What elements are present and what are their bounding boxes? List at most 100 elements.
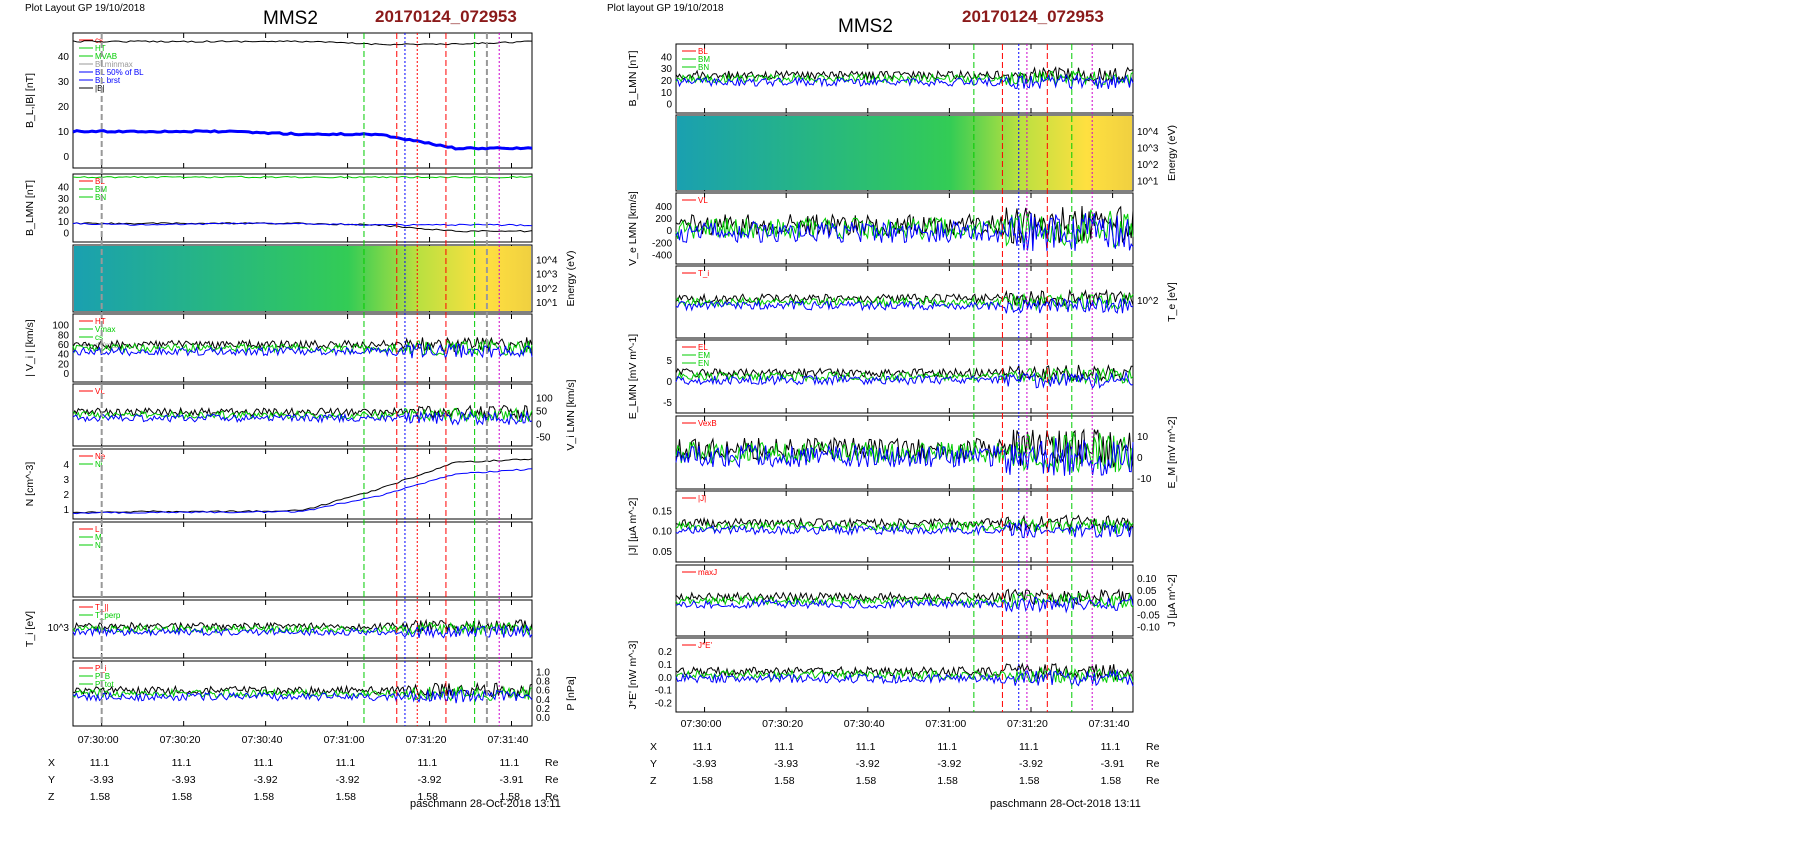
right-panel-7-ytick-label: -0.10 (1137, 623, 1160, 634)
right-coord-value: -3.92 (855, 758, 880, 770)
left-panel-5-legend-label: Ne (95, 452, 106, 461)
right-panel-2-legend-label: VL (698, 196, 708, 205)
right-panel-1-ylabel: Energy (eV) (1166, 125, 1178, 181)
left-panel-3-frame (72, 313, 533, 383)
left-time-tick-label: 07:30:20 (159, 734, 201, 746)
right-panel-5-trace (675, 438, 1134, 476)
left-panel-0-ytick-label: 10 (58, 127, 70, 138)
left-panel-1-legend-label: BL (95, 177, 105, 186)
right-panel-8-trace (675, 668, 1134, 687)
left-panel-3-legend-label: cs (95, 333, 103, 342)
left-panel-5-legend-label: Ni (95, 460, 103, 469)
right-panel-6-trace (675, 521, 1134, 539)
right-panel-0-frame (675, 43, 1134, 114)
left-panel-3-ytick-label: 100 (52, 321, 69, 332)
left-panel-3-ylabel: | V_i | [km/s] (24, 319, 36, 376)
right-panel-3-ylabel: T_e [eV] (1166, 282, 1178, 322)
left-panel-8-legend-label: P_tot (95, 680, 114, 689)
left-coord-value: 1.58 (171, 791, 193, 803)
left-panel-0-legend-label: MVAB (95, 52, 117, 61)
right-panel-0-ytick-label: 40 (661, 52, 673, 63)
right-panel-8-frame (675, 637, 1134, 713)
right-panel-8-ytick-label: 0.2 (658, 647, 672, 658)
left-spectrogram (74, 246, 531, 311)
right-time-tick-label: 07:30:40 (843, 718, 885, 730)
right-coord-unit: Re (1146, 741, 1160, 753)
right-footer: paschmann 28-Oct-2018 13:11 (990, 798, 1141, 810)
left-title: MMS2 (263, 8, 318, 29)
left-panel-5-series (72, 458, 533, 514)
left-panel-0-legend-label: BLminmax (95, 60, 133, 69)
right-panel-5-ytick-label: -10 (1137, 474, 1152, 485)
left-panel-0-series (72, 40, 533, 46)
left-coord-unit: Re (545, 774, 559, 786)
right-panel-8-ytick-label: -0.1 (655, 686, 673, 697)
left-panel-0-ytick-label: 40 (58, 52, 70, 63)
left-coord-value: 11.1 (253, 757, 274, 769)
left-panel-0-legend-label: BL brst (95, 76, 121, 85)
left-panel-1-ytick-label: 0 (63, 229, 69, 240)
right-panel-0-ylabel: B_LMN [nT] (627, 50, 639, 106)
left-panel-7-ylabel: T_i [eV] (24, 611, 36, 647)
left-time-tick-label: 07:30:40 (241, 734, 283, 746)
left-panel-0-legend-label: HT (95, 44, 106, 53)
left-panel-5-ytick-label: 3 (63, 475, 69, 486)
right-panel-0-ytick-label: 30 (661, 64, 673, 75)
left-panel-6-legend-label: M (95, 533, 102, 542)
right-panel-6-trace (675, 518, 1134, 535)
right-panel-1-ytick-label: 10^1 (1137, 177, 1159, 188)
right-panel-4-ytick-label: 5 (666, 356, 672, 367)
left-panel-2-ytick-label: 10^1 (536, 298, 558, 309)
left-panel-1-ytick-label: 30 (58, 194, 70, 205)
right-panel-5-ytick-label: 0 (1137, 453, 1143, 464)
left-coord-label: X (48, 757, 56, 769)
right-panel-6-frame (675, 490, 1134, 563)
left-coord-value: -3.92 (253, 774, 278, 786)
right-coord-label: Z (650, 775, 657, 787)
left-panel-7-trace (72, 624, 533, 639)
right-panel-4-frame (675, 339, 1134, 414)
left-panel-5-ytick-label: 1 (63, 505, 69, 516)
right-panel-4-ytick-label: -5 (663, 398, 672, 409)
left-panel-0-frame (72, 32, 533, 169)
left-panel-4-ytick-label: 100 (536, 393, 553, 404)
right-coord-unit: Re (1146, 775, 1160, 787)
left-coord-value: -3.91 (499, 774, 524, 786)
left-panel-6-legend-label: N (95, 541, 101, 550)
left-panel-2-ytick-label: 10^2 (536, 284, 558, 295)
left-coord-unit: Re (545, 757, 559, 769)
left-coord-value: 1.58 (335, 791, 357, 803)
right-panel-1-ytick-label: 10^2 (1137, 160, 1159, 171)
left-panel-1-ytick-label: 10 (58, 217, 70, 228)
right-panel-4-ytick-label: 0 (666, 377, 672, 388)
left-panel-5-ytick-label: 4 (63, 460, 69, 471)
left-coord-value: 11.1 (417, 757, 438, 769)
left-panel-7-ytick-label: 10^3 (48, 623, 70, 634)
left-panel-8-ytick-label: 0.6 (536, 686, 550, 697)
left-panel-1-frame (72, 173, 533, 243)
right-panel-0-trace (675, 73, 1134, 90)
right-event-id: 20170124_072953 (962, 7, 1104, 26)
right-panel-2-ytick-label: 400 (655, 202, 672, 213)
left-event-id: 20170124_072953 (375, 7, 517, 26)
left-panel-0-legend-label: cs (95, 36, 103, 45)
left-panel-4-ylabel: V_i LMN [km/s] (565, 379, 577, 450)
right-panel-6-ytick-label: 0.15 (653, 506, 673, 517)
left-coord-value: 1.58 (89, 791, 111, 803)
left-panel-8-ytick-label: 0.4 (536, 695, 550, 706)
left-panel-8-ytick-label: 0.2 (536, 704, 550, 715)
left-coord-unit: Re (545, 791, 559, 803)
right-panel-3-frame (675, 265, 1134, 339)
left-panel-0-legend-label: |B| (95, 84, 105, 93)
right-panel-4-legend-label: EM (698, 351, 710, 360)
left-panel-5-ytick-label: 2 (63, 490, 69, 501)
right-panel-7-frame (675, 564, 1134, 637)
right-coord-value: 11.1 (1018, 741, 1039, 753)
left-panel-0-series (72, 129, 533, 151)
left-panel-5-series (72, 468, 533, 515)
right-panel-3-legend-label: T_i (698, 269, 709, 278)
right-panel-2-ylabel: V_e LMN [km/s] (627, 191, 639, 266)
left-footer: paschmann 28-Oct-2018 13:11 (410, 798, 561, 810)
left-panel-0-ytick-label: 30 (58, 77, 70, 88)
